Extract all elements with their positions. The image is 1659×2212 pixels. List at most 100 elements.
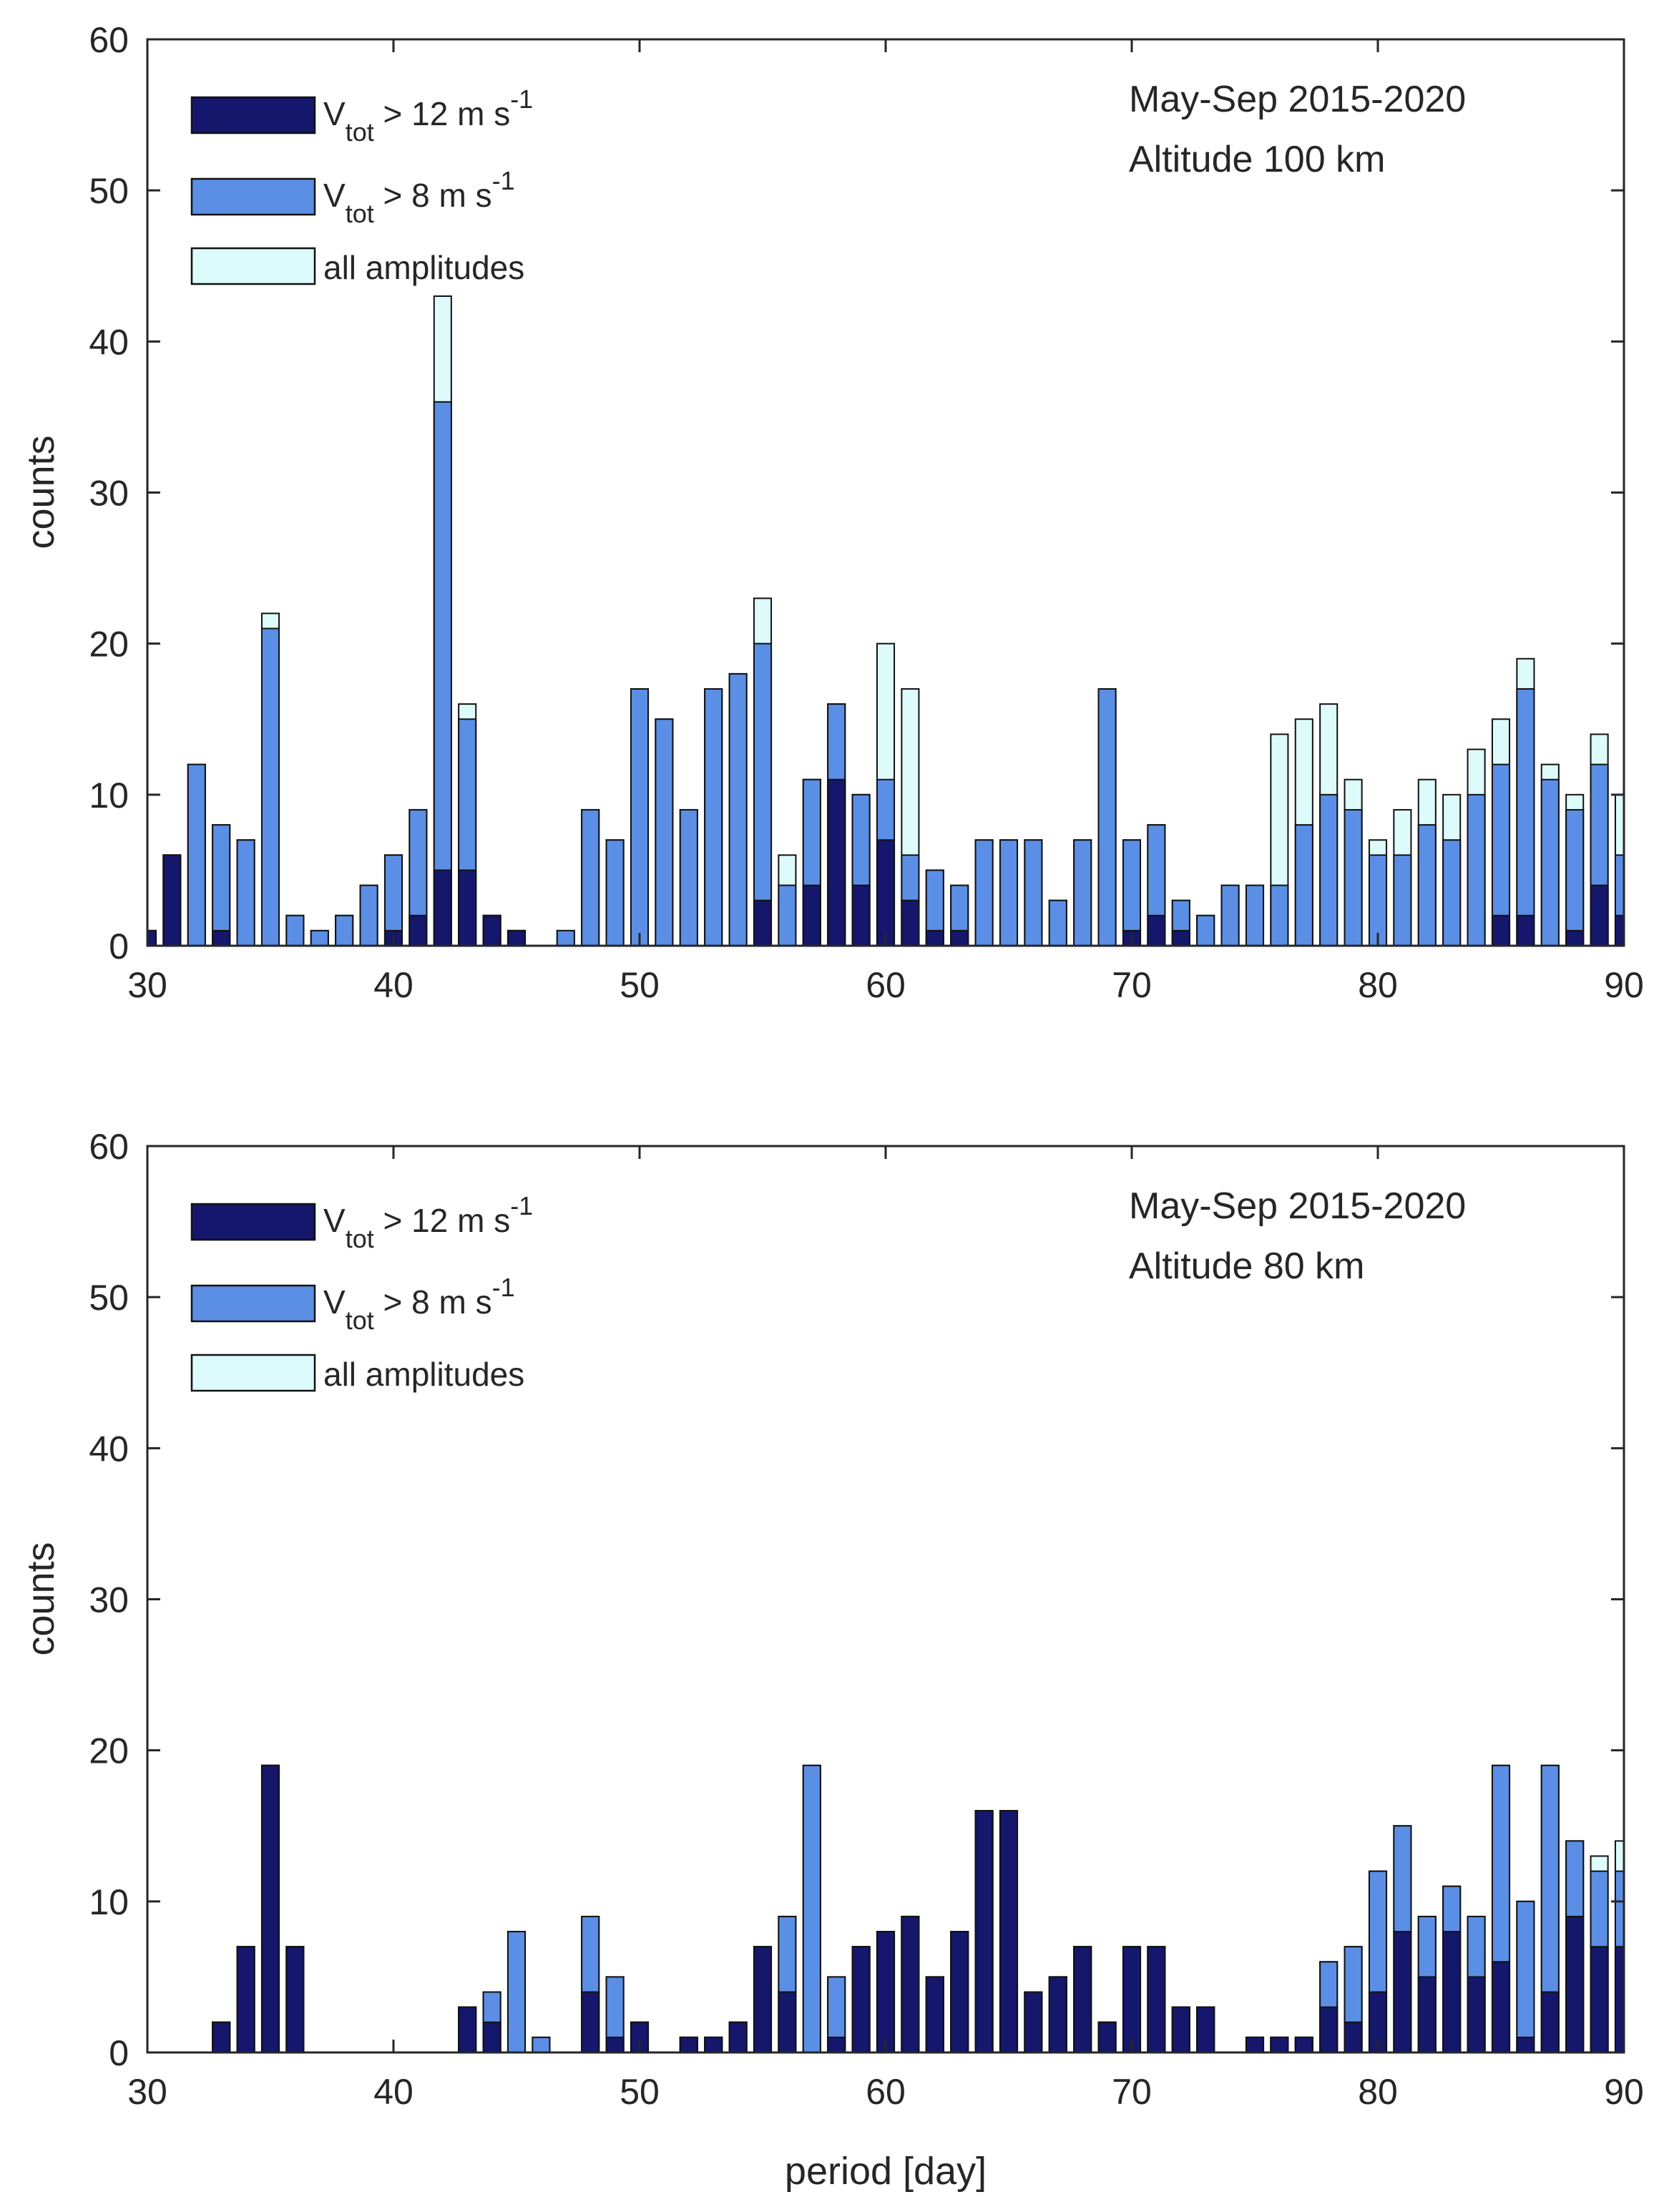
x-tick-label: 60 [866,965,906,1005]
y-tick-label: 10 [89,775,129,816]
bar-v12-55 [753,1946,773,2054]
bar-v12-86 [1516,914,1535,947]
legend-label-v8: Vtot > 8 m s-1 [323,1273,515,1335]
bar-v8-80 [1368,854,1388,947]
bar-v12-81 [1393,1931,1412,2053]
bar-v8-67 [1048,899,1067,947]
bar-v12-55 [753,899,773,947]
bar-v12-57 [802,884,821,946]
y-tick-label: 10 [89,1882,129,1922]
bar-v8-73 [1196,914,1215,947]
legend-label-v12: Vtot > 12 m s-1 [323,1191,533,1253]
bar-v8-50 [630,688,650,946]
bar-v12-88 [1565,929,1585,946]
bar-v12-88 [1565,1915,1585,2053]
bar-v12-60 [876,839,896,947]
x-tick-label: 40 [373,965,413,1005]
bar-v12-60 [876,1931,896,2053]
bar-v8-74 [1220,884,1240,946]
bar-v8-39 [359,884,378,946]
bar-v12-61 [901,899,920,947]
bar-v12-85 [1491,914,1511,947]
bar-v8-47 [556,929,575,946]
bar-v12-68 [1073,1946,1092,2054]
annotation-altitude: Altitude 100 km [1129,139,1385,180]
bar-v12-33 [212,2021,231,2053]
bar-v12-54 [728,2021,748,2053]
bar-v8-48 [581,808,600,946]
legend-swatch-v8 [190,1284,316,1323]
bar-v12-65 [999,1810,1019,2053]
y-tick-label: 20 [89,1731,129,1771]
bar-v8-46 [532,2036,551,2053]
bar-v8-79 [1344,808,1363,946]
x-tick-label: 40 [373,2072,413,2112]
bar-v8-55 [753,642,773,947]
bar-v12-43 [458,869,477,946]
bar-v8-77 [1294,824,1313,946]
bar-v12-35 [260,1764,280,2054]
bar-v12-89 [1590,884,1609,946]
x-tick-label: 80 [1358,965,1398,1005]
bar-v12-79 [1344,2021,1363,2053]
legend-label-v8: Vtot > 8 m s-1 [323,166,515,228]
y-tick-label: 40 [89,1429,129,1469]
bar-v12-87 [1540,1991,1560,2054]
y-tick-label: 60 [89,20,129,60]
bar-layer [147,295,1624,947]
legend-label-all: all amplitudes [323,249,524,286]
y-axis-label: counts [19,1542,62,1655]
bar-v8-81 [1393,854,1412,947]
legend-swatch-v8 [190,177,316,216]
bar-v12-63 [950,929,969,946]
bar-v12-59 [851,1946,871,2054]
bar-v8-56 [778,884,797,946]
bar-v8-83 [1442,839,1462,947]
legend-label-v12: Vtot > 12 m s-1 [323,84,533,147]
bar-v12-75 [1245,2036,1265,2053]
x-tick-label: 30 [127,965,167,1005]
bar-v8-65 [999,839,1019,947]
x-tick-label: 90 [1604,2072,1644,2112]
bar-v8-42 [433,401,452,946]
legend-swatch-v12 [190,96,316,134]
bar-v12-31 [162,854,182,947]
y-tick-label: 20 [89,625,129,665]
x-axis-label: period [day] [785,2150,987,2193]
bar-v12-48 [581,1991,600,2054]
bar-v12-49 [605,2036,625,2053]
legend: Vtot > 12 m s-1 Vtot > 8 m s-1 all ampli… [190,84,533,286]
x-tick-label: 60 [866,2072,906,2112]
bar-v12-77 [1294,2036,1313,2053]
x-tick-label: 80 [1358,2072,1398,2112]
bar-v12-85 [1491,1961,1511,2054]
legend-swatch-all [190,1354,316,1392]
tick-layer: 30 40 50 60 70 80 90 0 10 20 30 40 50 60 [89,1127,1643,2112]
bar-v12-56 [778,1991,797,2054]
bar-v12-59 [851,884,871,946]
legend-swatch-all [190,247,316,285]
annotation-period: May-Sep 2015-2020 [1129,79,1466,120]
y-tick-label: 60 [89,1127,129,1167]
bar-v12-61 [901,1915,920,2053]
bar-v12-45 [506,929,527,946]
bar-v12-64 [974,1810,994,2053]
x-tick-label: 50 [620,2072,660,2112]
bar-v12-89 [1590,1946,1609,2054]
bar-v8-35 [260,627,280,946]
bar-v12-58 [827,778,846,947]
bar-v8-36 [285,914,305,947]
bar-v12-71 [1147,1946,1166,2054]
bar-v12-44 [482,914,501,947]
legend-swatch-v12 [190,1203,316,1241]
bar-v12-34 [236,1946,255,2054]
bar-v12-69 [1097,2021,1117,2053]
bar-v12-33 [212,929,231,946]
bar-v12-71 [1147,914,1166,947]
x-tick-label: 50 [620,965,660,1005]
bar-v8-38 [335,914,354,947]
bar-v8-76 [1270,884,1289,946]
bar-v12-70 [1122,1946,1142,2054]
bar-v12-78 [1319,2006,1339,2053]
bar-v8-70 [1122,839,1142,947]
